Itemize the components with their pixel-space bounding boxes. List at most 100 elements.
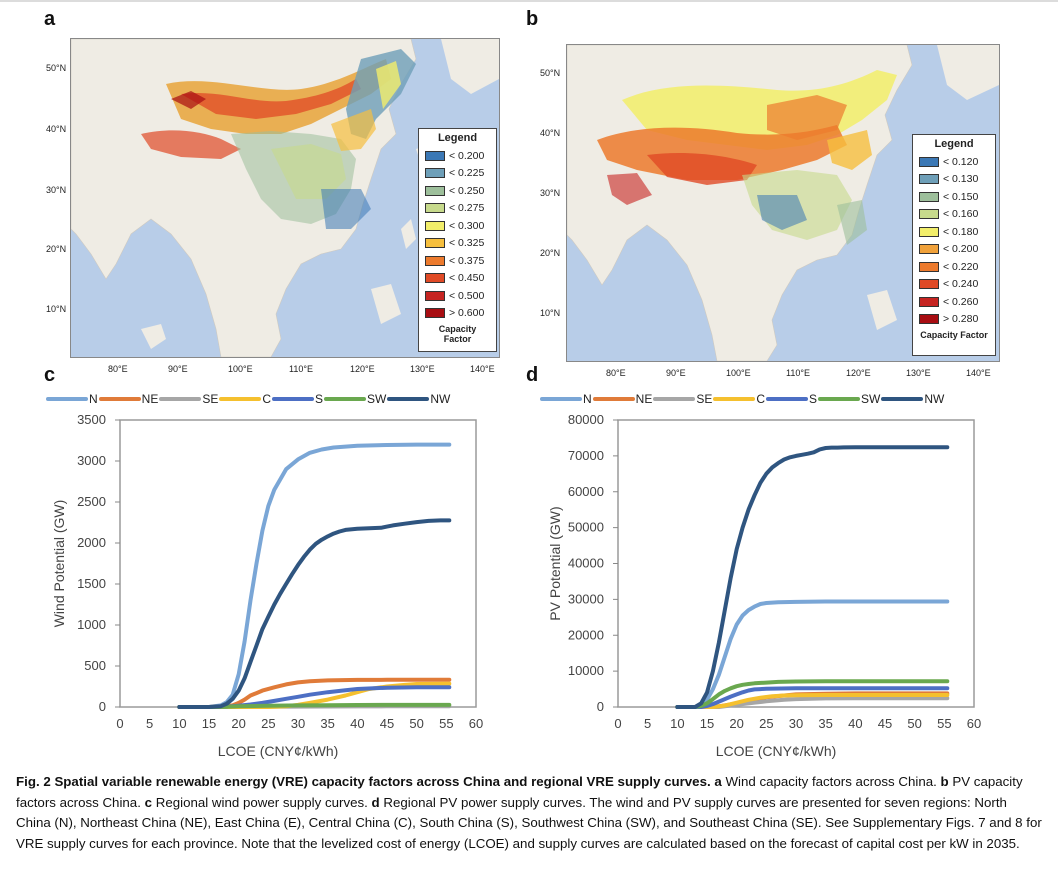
x-tick-label: 35	[818, 716, 832, 731]
x-axis-label: LCOE (CNY¢/kWh)	[218, 743, 339, 759]
legend-item: < 0.275	[425, 200, 490, 218]
chart-legend-item: SW	[324, 392, 387, 406]
legend-item: < 0.180	[919, 223, 989, 241]
y-tick-label: 2500	[77, 494, 106, 509]
x-tick-label: 20	[729, 716, 743, 731]
map-b-lon-label: 130°E	[906, 368, 931, 378]
pv-supply-svg: 0 10000 20000 30000 40000 50000 60000 70000 8000…	[547, 412, 981, 759]
chart-legend-line	[818, 397, 861, 401]
x-tick-label: 25	[261, 716, 275, 731]
x-tick-label: 5	[644, 716, 651, 731]
map-b-lon-label: 100°E	[726, 368, 751, 378]
map-a-lon-label: 80°E	[108, 364, 128, 374]
caption-title: Spatial variable renewable energy (VRE) …	[54, 774, 711, 789]
y-tick-label: 80000	[568, 412, 604, 427]
chart-legend-line	[653, 397, 696, 401]
chart-legend-item: NW	[387, 392, 451, 406]
legend-swatch	[919, 226, 939, 237]
map-a-lon-label: 140°E	[470, 364, 495, 374]
x-tick-label: 35	[320, 716, 334, 731]
y-tick-label: 0	[99, 699, 106, 714]
legend-item: < 0.325	[425, 235, 490, 253]
map-a-lon-label: 90°E	[168, 364, 188, 374]
chart-legend-label: NE	[141, 392, 159, 406]
x-tick-label: 60	[967, 716, 981, 731]
map-a-lat-label: 20°N	[46, 244, 67, 254]
legend-footer: Capacity Factor	[438, 324, 477, 344]
map-a-lon-label: 110°E	[289, 364, 313, 374]
map-b-legend: Legend < 0.120 < 0.130 < 0.150 < 0.160 < 0.1…	[912, 134, 996, 356]
chart-legend-item: NE	[98, 392, 160, 406]
legend-item-label: < 0.225	[449, 167, 485, 180]
chart-legend-label: NE	[635, 392, 653, 406]
legend-swatch	[919, 296, 939, 307]
x-tick-label: 10	[670, 716, 684, 731]
legend-item-label: > 0.280	[943, 313, 979, 326]
wind-chart-legend: N NE SE C S SW NW	[46, 392, 451, 406]
legend-item-label: < 0.375	[449, 254, 485, 267]
chart-legend-item: C	[713, 392, 766, 406]
legend-item: > 0.600	[425, 305, 490, 323]
x-tick-label: 25	[759, 716, 773, 731]
chart-legend-label: C	[756, 392, 766, 406]
chart-legend-item: N	[540, 392, 593, 406]
map-a-lat-label: 10°N	[46, 304, 67, 314]
legend-item-label: < 0.450	[449, 272, 485, 285]
x-tick-label: 15	[700, 716, 714, 731]
legend-swatch	[425, 308, 445, 319]
x-tick-label: 0	[614, 716, 621, 731]
map-b-lon-label: 110°E	[786, 368, 810, 378]
chart-legend-label: C	[262, 392, 272, 406]
x-tick-label: 10	[172, 716, 186, 731]
plot-area	[617, 419, 975, 708]
legend-item: < 0.250	[425, 182, 490, 200]
panel-label-b: b	[526, 8, 539, 30]
series-line-n	[675, 599, 950, 709]
chart-legend-line	[387, 397, 430, 401]
y-tick-label: 1000	[77, 617, 106, 632]
chart-legend-label: S	[315, 392, 324, 406]
series-line-nw	[177, 518, 452, 709]
top-divider	[0, 0, 1058, 2]
legend-item-label: < 0.220	[943, 260, 979, 273]
x-tick-label: 50	[409, 716, 423, 731]
legend-swatch	[425, 168, 445, 179]
legend-item: < 0.260	[919, 293, 989, 311]
chart-legend-item: C	[219, 392, 272, 406]
legend-item-label: < 0.150	[943, 190, 979, 203]
legend-item: < 0.500	[425, 287, 490, 305]
chart-legend-item: SE	[653, 392, 713, 406]
chart-legend-label: N	[583, 392, 592, 406]
wind-supply-chart: 0 500 1000 1500 2000 2500 3000 3500 0 5 10 15 20 25 30…	[44, 408, 494, 768]
legend-item: < 0.450	[425, 270, 490, 288]
legend-footer: Capacity Factor	[920, 330, 988, 340]
series-line-sw	[675, 679, 950, 709]
chart-legend-label: SE	[696, 392, 713, 406]
caption-b-text: PV capacity factors across China.	[16, 774, 1023, 810]
y-tick-label: 2000	[77, 535, 106, 550]
chart-legend-label: SW	[861, 392, 881, 406]
chart-legend-line	[324, 397, 367, 401]
legend-rows: < 0.200 < 0.225 < 0.250 < 0.275 < 0.300 < 0.3…	[425, 147, 490, 322]
chart-legend-label: S	[809, 392, 818, 406]
legend-item: < 0.200	[919, 241, 989, 259]
chart-legend-line	[46, 397, 88, 401]
y-tick-label: 20000	[568, 627, 604, 642]
chart-legend-line	[540, 397, 582, 401]
chart-legend-item: S	[272, 392, 324, 406]
panel-label-d: d	[526, 364, 539, 386]
x-tick-label: 30	[291, 716, 305, 731]
legend-swatch	[919, 261, 939, 272]
x-tick-label: 5	[146, 716, 153, 731]
map-a-graphic	[71, 39, 499, 357]
chart-legend-item: N	[46, 392, 99, 406]
chart-legend-label: SE	[202, 392, 219, 406]
map-a-lon-label: 100°E	[228, 364, 253, 374]
x-tick-label: 0	[116, 716, 123, 731]
legend-swatch	[919, 279, 939, 290]
map-b-lat-label: 10°N	[540, 308, 561, 318]
x-tick-label: 45	[878, 716, 892, 731]
series-line-s	[675, 686, 950, 709]
legend-swatch	[425, 290, 445, 301]
chart-legend-item: NE	[592, 392, 654, 406]
